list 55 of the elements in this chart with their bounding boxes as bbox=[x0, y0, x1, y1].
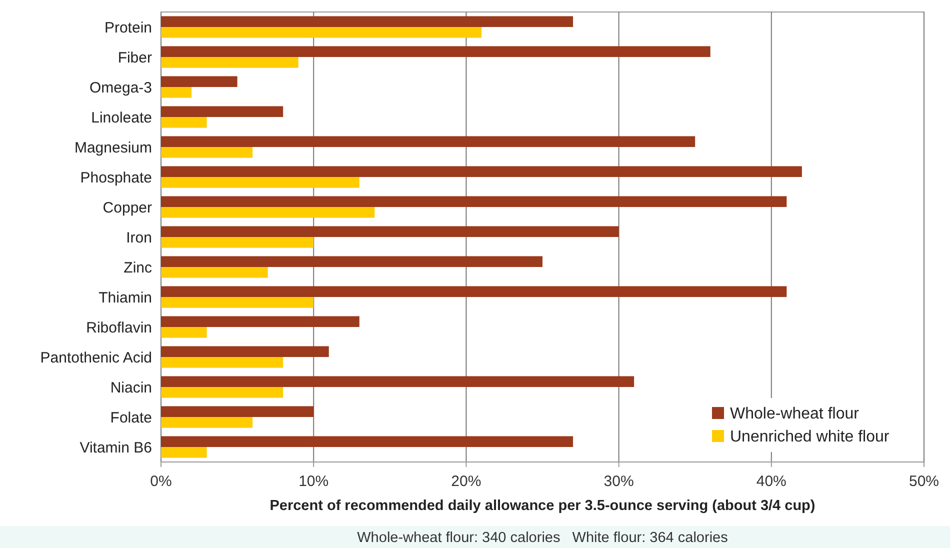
x-tick-label: 40% bbox=[756, 473, 786, 490]
y-tick-label: Niacin bbox=[110, 379, 152, 396]
bar bbox=[161, 436, 574, 447]
y-tick-label: Iron bbox=[126, 229, 152, 246]
bar bbox=[161, 316, 360, 327]
x-tick-label: 10% bbox=[298, 473, 329, 490]
bar bbox=[161, 16, 574, 27]
x-tick-label: 20% bbox=[451, 473, 482, 490]
bar bbox=[161, 376, 634, 387]
bar bbox=[161, 196, 787, 207]
bar bbox=[161, 346, 329, 357]
bar bbox=[161, 297, 314, 308]
bar bbox=[161, 327, 207, 338]
bar bbox=[161, 136, 696, 147]
legend-label: Unenriched white flour bbox=[730, 428, 890, 446]
bar bbox=[161, 226, 619, 237]
x-axis-title: Percent of recommended daily allowance per 3.5-ounce serving (about 3/4 cup) bbox=[270, 498, 816, 514]
y-tick-label: Folate bbox=[110, 409, 152, 426]
y-tick-label: Pantothenic Acid bbox=[40, 349, 152, 366]
bar bbox=[161, 256, 542, 267]
x-tick-label: 50% bbox=[908, 473, 940, 490]
bar bbox=[161, 76, 238, 87]
y-tick-label: Copper bbox=[102, 199, 152, 216]
x-tick-label: 30% bbox=[604, 473, 634, 490]
y-tick-label: Zinc bbox=[124, 259, 152, 276]
bar bbox=[161, 166, 802, 177]
bar bbox=[161, 87, 192, 98]
y-tick-label: Fiber bbox=[118, 49, 152, 66]
y-tick-label: Vitamin B6 bbox=[80, 439, 152, 456]
y-tick-label: Thiamin bbox=[98, 289, 152, 306]
bar bbox=[161, 207, 375, 218]
bar bbox=[161, 417, 253, 428]
bar bbox=[161, 147, 253, 158]
y-tick-label: Linoleate bbox=[91, 109, 152, 126]
y-tick-label: Magnesium bbox=[74, 139, 152, 156]
bar bbox=[161, 447, 207, 458]
bar bbox=[161, 267, 268, 278]
bar bbox=[161, 177, 360, 188]
bar bbox=[161, 27, 482, 38]
bar bbox=[161, 387, 284, 398]
bar bbox=[161, 57, 298, 68]
y-tick-label: Omega-3 bbox=[89, 79, 152, 96]
y-tick-label: Protein bbox=[104, 19, 152, 36]
bar bbox=[161, 286, 787, 297]
x-tick-label: 0% bbox=[150, 473, 172, 490]
legend-label: Whole-wheat flour bbox=[730, 406, 860, 423]
bar bbox=[161, 106, 284, 117]
text: Whole-wheat flour: 340 calories White flour: 364 calories bbox=[357, 530, 728, 546]
y-tick-label: Riboflavin bbox=[86, 319, 152, 336]
bar bbox=[161, 117, 207, 128]
y-tick-label: Phosphate bbox=[80, 169, 152, 186]
bar bbox=[161, 237, 314, 248]
bar bbox=[161, 406, 314, 417]
bar bbox=[161, 46, 710, 57]
bar bbox=[161, 357, 284, 368]
